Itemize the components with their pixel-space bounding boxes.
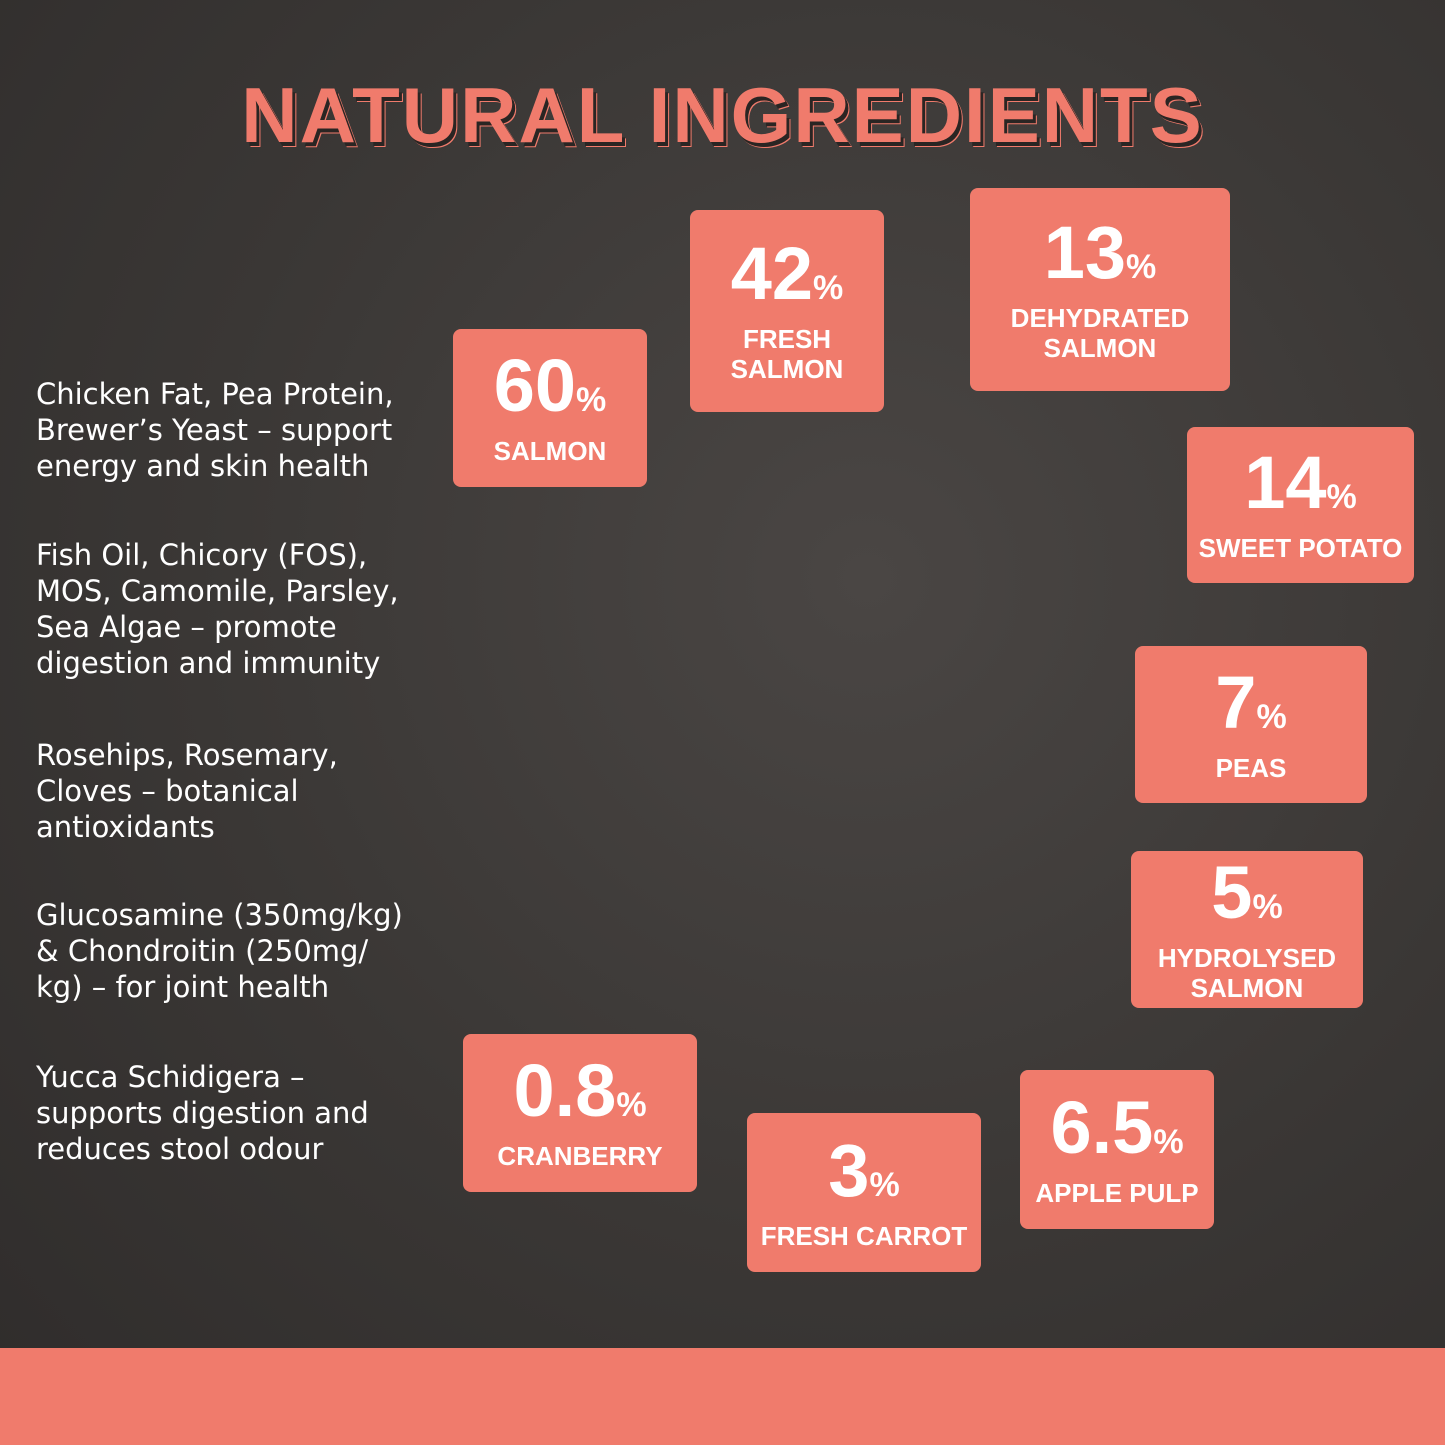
ingredient-badge: 5% HYDROLYSED SALMON xyxy=(1131,851,1363,1008)
percent-sign: % xyxy=(1256,697,1287,736)
percentage: 6.5% xyxy=(1050,1090,1184,1178)
note-line: reduces stool odour xyxy=(36,1132,324,1166)
percentage-value: 3 xyxy=(828,1128,870,1212)
ingredient-badge: 0.8% CRANBERRY xyxy=(463,1034,697,1192)
percent-sign: % xyxy=(616,1086,647,1124)
percentage-value: 14 xyxy=(1244,441,1327,524)
ingredient-name: FRESH CARROT xyxy=(760,1220,968,1251)
note: Rosehips, Rosemary, Cloves – botanical ant… xyxy=(36,737,338,845)
percentage: 42% xyxy=(731,237,844,324)
percentage-value: 60 xyxy=(493,344,577,427)
percentage: 60% xyxy=(494,349,607,436)
percentage: 5% xyxy=(1211,855,1283,943)
ingredient-badge: 3% FRESH CARROT xyxy=(747,1113,981,1272)
percent-sign: % xyxy=(869,1165,900,1204)
percentage-value: 13 xyxy=(1043,210,1127,294)
ingredient-name: FRESH xyxy=(742,324,832,354)
ingredient-badge: 13% DEHYDRATED SALMON xyxy=(970,188,1230,391)
note-line: Yucca Schidigera – xyxy=(36,1060,305,1094)
note: Fish Oil, Chicory (FOS), MOS, Camomile, P… xyxy=(36,537,399,681)
ingredient-badge: 7% PEAS xyxy=(1135,646,1367,803)
ingredient-badge: 14% SWEET POTATO xyxy=(1187,427,1414,583)
percent-sign: % xyxy=(1252,887,1283,926)
footer-bar xyxy=(0,1348,1445,1445)
note-line: & Chondroitin (250mg/ xyxy=(36,934,369,968)
ingredient-name: APPLE PULP xyxy=(1035,1177,1199,1208)
ingredient-badge: 6.5% APPLE PULP xyxy=(1020,1070,1214,1229)
note-line: Chicken Fat, Pea Protein, xyxy=(36,377,394,411)
ingredient-name: SALMON xyxy=(1190,972,1304,1003)
percentage-value: 42 xyxy=(730,232,814,315)
ingredient-name: DEHYDRATED xyxy=(1010,302,1190,333)
percentage-value: 7 xyxy=(1215,660,1257,744)
note-line: kg) – for joint health xyxy=(36,970,330,1004)
percentage-value: 0.8 xyxy=(513,1049,617,1132)
title: NATURAL INGREDIENTS xyxy=(241,71,1204,159)
ingredient-name: SALMON xyxy=(1043,332,1157,363)
note-line: digestion and immunity xyxy=(36,646,381,680)
note-line: MOS, Camomile, Parsley, xyxy=(36,574,399,608)
note-line: supports digestion and xyxy=(36,1096,369,1130)
percent-sign: % xyxy=(1126,247,1157,286)
ingredient-name: PEAS xyxy=(1215,752,1287,783)
ingredient-name: HYDROLYSED xyxy=(1157,942,1337,973)
percentage: 3% xyxy=(828,1133,900,1221)
percent-sign: % xyxy=(576,381,607,419)
percent-sign: % xyxy=(1153,1122,1184,1161)
percentage-value: 5 xyxy=(1211,850,1253,934)
percent-sign: % xyxy=(813,269,844,307)
ingredient-name: SALMON xyxy=(493,436,607,466)
note-line: Fish Oil, Chicory (FOS), xyxy=(36,538,368,572)
note-line: energy and skin health xyxy=(36,449,370,483)
percentage: 0.8% xyxy=(513,1054,647,1141)
note-line: antioxidants xyxy=(36,810,215,844)
note-line: Brewer’s Yeast – support xyxy=(36,413,393,447)
ingredient-badge: 42% FRESH SALMON xyxy=(690,210,884,412)
ingredient-badge: 60% SALMON xyxy=(453,329,647,487)
percentage: 14% xyxy=(1244,446,1357,533)
percentage: 7% xyxy=(1215,665,1287,753)
note-line: Rosehips, Rosemary, xyxy=(36,738,338,772)
note: Chicken Fat, Pea Protein, Brewer’s Yeast … xyxy=(36,376,394,484)
note-line: Cloves – botanical xyxy=(36,774,299,808)
note: Glucosamine (350mg/kg) & Chondroitin (250… xyxy=(36,897,403,1005)
percentage-value: 6.5 xyxy=(1050,1085,1154,1169)
ingredient-name: SALMON xyxy=(730,354,844,384)
note-line: Sea Algae – promote xyxy=(36,610,337,644)
percent-sign: % xyxy=(1326,478,1357,516)
ingredient-name: CRANBERRY xyxy=(497,1141,663,1171)
note-line: Glucosamine (350mg/kg) xyxy=(36,898,403,932)
percentage: 13% xyxy=(1044,215,1157,303)
ingredient-name: SWEET POTATO xyxy=(1198,533,1403,563)
note: Yucca Schidigera – supports digestion and… xyxy=(36,1059,369,1167)
